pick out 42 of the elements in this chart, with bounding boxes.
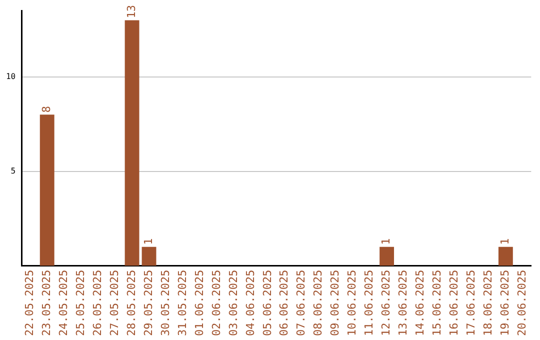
x-tick-label: 25.05.2025 <box>74 270 87 336</box>
x-tick-label: 28.05.2025 <box>124 270 138 336</box>
x-tick-label: 26.05.2025 <box>90 270 104 336</box>
data-label: 1 <box>498 238 512 245</box>
y-tick-label: 5 <box>10 166 16 176</box>
x-tick-label: 31.05.2025 <box>176 270 189 336</box>
x-tick-label: 05.06.2025 <box>260 270 274 336</box>
data-label: 1 <box>380 238 393 245</box>
bar <box>498 246 513 266</box>
bar <box>380 246 394 266</box>
bar <box>124 20 140 266</box>
x-tick-label: 27.05.2025 <box>108 270 121 336</box>
data-label: 13 <box>124 4 138 18</box>
x-tick-label: 03.06.2025 <box>226 270 240 336</box>
x-tick-label: 01.06.2025 <box>192 270 206 336</box>
x-tick-label: 02.06.2025 <box>210 270 223 336</box>
bar <box>40 114 54 266</box>
x-tick-label: 12.06.2025 <box>380 270 393 336</box>
x-tick-label: 07.06.2025 <box>294 270 308 336</box>
x-tick-label: 14.06.2025 <box>414 270 427 336</box>
x-tick-label: 18.06.2025 <box>482 270 495 336</box>
x-tick-label: 30.05.2025 <box>158 270 172 336</box>
x-tick-label: 15.06.2025 <box>430 270 444 336</box>
x-tick-label: 19.06.2025 <box>498 270 512 336</box>
x-tick-label: 11.06.2025 <box>362 270 376 336</box>
x-tick-label: 06.06.2025 <box>278 270 291 336</box>
x-tick-label: 24.05.2025 <box>56 270 70 336</box>
x-tick-label: 04.06.2025 <box>244 270 257 336</box>
x-tick-label: 13.06.2025 <box>396 270 410 336</box>
x-tick-label: 20.06.2025 <box>516 270 529 336</box>
x-tick-label: 22.05.2025 <box>22 270 36 336</box>
bar <box>142 246 156 266</box>
x-tick-label: 23.05.2025 <box>40 270 53 336</box>
x-tick-label: 08.06.2025 <box>312 270 325 336</box>
x-tick-label: 16.06.2025 <box>448 270 461 336</box>
y-tick-label: 10 <box>6 72 16 81</box>
x-tick-label: 10.06.2025 <box>346 270 359 336</box>
data-label: 1 <box>142 238 155 245</box>
x-tick-label: 17.06.2025 <box>464 270 478 336</box>
x-tick-label: 29.05.2025 <box>142 270 155 336</box>
x-tick-label: 09.06.2025 <box>328 270 342 336</box>
data-label: 8 <box>40 106 53 113</box>
